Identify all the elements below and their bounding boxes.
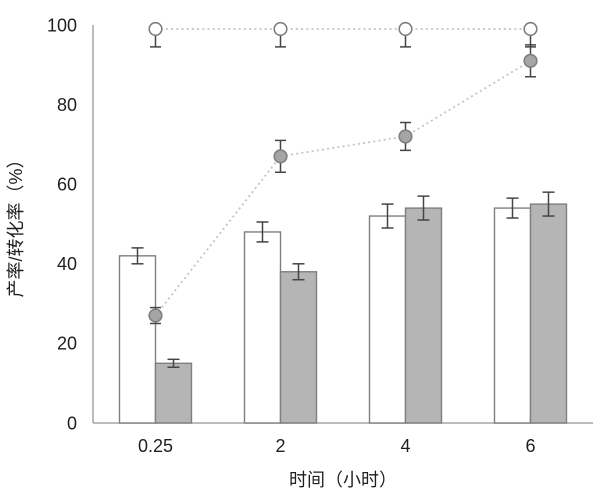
open-circle-line	[148, 21, 538, 48]
open-circle-line-marker-open-circle-icon	[398, 21, 413, 37]
gray-bars-error-bar	[542, 191, 555, 217]
y-tick-label: 80	[57, 95, 77, 115]
open-circle-line-marker-open-circle-icon	[523, 21, 538, 37]
white-bars-bar	[493, 207, 532, 424]
y-tick-label: 20	[57, 334, 77, 354]
gray-bars	[154, 191, 568, 424]
filled-circle-line-path	[154, 60, 531, 317]
open-circle-line-marker-open-circle-icon	[273, 21, 288, 37]
white-bars-error-bar	[381, 203, 394, 229]
y-axis-title: 产率/转化率（%）	[6, 150, 26, 297]
tick-labels: 0 20 40 60 80 100 0.25 2 4 6	[47, 15, 536, 456]
white-bars-error-bar	[256, 221, 269, 243]
white-bars-bar	[118, 255, 157, 424]
gray-bars-error-bar	[417, 195, 430, 221]
y-tick-label: 40	[57, 254, 77, 274]
gray-bars-error-bar	[292, 263, 305, 281]
bar-series-group	[118, 191, 568, 424]
filled-circle-line	[148, 44, 538, 325]
gray-bars-error-bar	[167, 358, 180, 369]
white-bars-bar	[243, 231, 282, 424]
x-tick-label: 4	[400, 436, 410, 456]
x-tick-label: 6	[525, 436, 535, 456]
filled-circle-line-marker-filled-circle-icon	[398, 129, 413, 144]
filled-circle-line-marker-filled-circle-icon	[523, 53, 538, 68]
x-tick-label: 2	[275, 436, 285, 456]
gray-bars-bar	[529, 203, 568, 424]
x-axis-title: 时间（小时）	[289, 470, 397, 490]
filled-circle-line-marker-filled-circle-icon	[273, 149, 288, 164]
white-bars-bar	[368, 215, 407, 424]
filled-circle-line-marker-filled-circle-icon	[148, 308, 163, 323]
white-bars	[118, 197, 532, 424]
y-tick-label: 60	[57, 175, 77, 195]
gray-bars-bar	[154, 362, 193, 424]
line-series-group	[148, 21, 538, 325]
y-tick-label: 0	[67, 413, 77, 433]
white-bars-error-bar	[131, 247, 144, 265]
y-tick-label: 100	[47, 15, 77, 35]
gray-bars-bar	[279, 271, 318, 424]
white-bars-error-bar	[506, 197, 519, 219]
open-circle-line-marker-open-circle-icon	[148, 21, 163, 37]
x-tick-label: 0.25	[138, 436, 173, 456]
gray-bars-bar	[404, 207, 443, 424]
